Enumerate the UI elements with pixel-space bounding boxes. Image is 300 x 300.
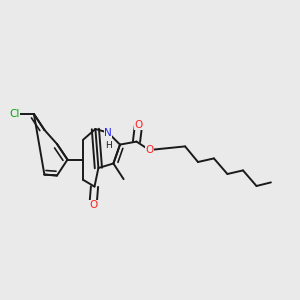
Text: O: O	[89, 200, 97, 211]
Text: H: H	[105, 141, 112, 150]
Text: O: O	[134, 119, 143, 130]
Text: N: N	[104, 128, 112, 138]
Text: Cl: Cl	[9, 109, 20, 119]
Text: O: O	[145, 145, 154, 155]
